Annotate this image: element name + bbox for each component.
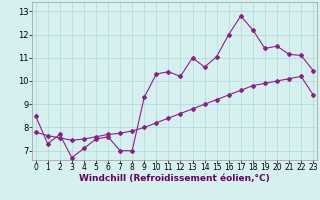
X-axis label: Windchill (Refroidissement éolien,°C): Windchill (Refroidissement éolien,°C) — [79, 174, 270, 183]
